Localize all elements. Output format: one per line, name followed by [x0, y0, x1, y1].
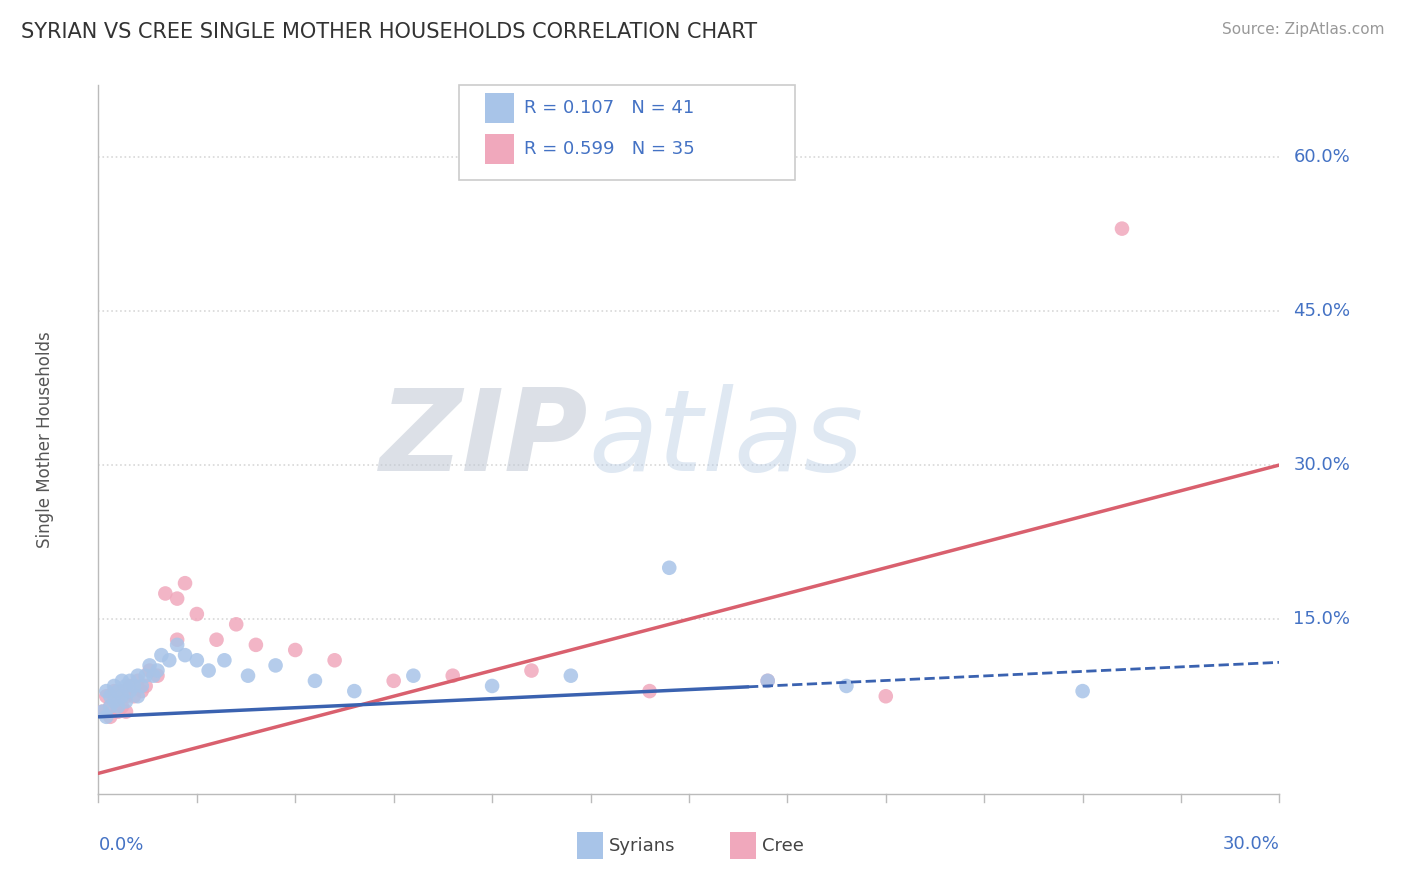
Point	[107, 694, 129, 708]
Point	[304, 673, 326, 688]
Point	[98, 699, 121, 714]
Point	[155, 586, 177, 600]
Point	[560, 669, 582, 683]
Point	[756, 673, 779, 688]
FancyBboxPatch shape	[458, 85, 796, 180]
Point	[441, 669, 464, 683]
Point	[135, 669, 157, 683]
Text: Single Mother Households: Single Mother Households	[37, 331, 55, 548]
Point	[107, 684, 129, 698]
Point	[103, 694, 125, 708]
Point	[1071, 684, 1094, 698]
Point	[115, 705, 138, 719]
Point	[875, 690, 897, 704]
Point	[91, 705, 114, 719]
Point	[118, 673, 141, 688]
Point	[382, 673, 405, 688]
FancyBboxPatch shape	[730, 832, 756, 859]
Point	[166, 591, 188, 606]
Point	[138, 658, 160, 673]
Point	[150, 648, 173, 662]
Point	[131, 679, 153, 693]
Point	[835, 679, 858, 693]
Point	[658, 561, 681, 575]
Point	[756, 673, 779, 688]
Text: SYRIAN VS CREE SINGLE MOTHER HOUSEHOLDS CORRELATION CHART: SYRIAN VS CREE SINGLE MOTHER HOUSEHOLDS …	[21, 22, 758, 42]
Text: 60.0%: 60.0%	[1294, 148, 1350, 166]
Point	[107, 705, 129, 719]
Point	[146, 669, 169, 683]
Point	[343, 684, 366, 698]
Point	[402, 669, 425, 683]
Point	[225, 617, 247, 632]
Point	[131, 684, 153, 698]
Text: 30.0%: 30.0%	[1294, 456, 1350, 474]
Point	[197, 664, 219, 678]
Point	[236, 669, 259, 683]
Point	[98, 690, 121, 704]
Point	[166, 638, 188, 652]
Point	[186, 653, 208, 667]
Text: ZIP: ZIP	[380, 384, 589, 495]
Text: 0.0%: 0.0%	[98, 837, 143, 855]
Point	[205, 632, 228, 647]
Point	[323, 653, 346, 667]
Text: 15.0%: 15.0%	[1294, 610, 1350, 628]
Point	[103, 684, 125, 698]
Point	[122, 679, 145, 693]
Text: 45.0%: 45.0%	[1294, 301, 1351, 320]
Point	[118, 679, 141, 693]
Point	[127, 690, 149, 704]
Point	[107, 699, 129, 714]
Point	[186, 607, 208, 621]
Point	[520, 664, 543, 678]
Point	[111, 684, 134, 698]
Point	[146, 664, 169, 678]
Text: atlas: atlas	[589, 384, 863, 495]
Point	[127, 669, 149, 683]
Point	[245, 638, 267, 652]
Point	[115, 694, 138, 708]
Text: Syrians: Syrians	[609, 837, 675, 855]
Point	[174, 648, 197, 662]
Point	[157, 653, 180, 667]
Point	[284, 643, 307, 657]
Point	[481, 679, 503, 693]
FancyBboxPatch shape	[485, 93, 515, 123]
Point	[264, 658, 287, 673]
Point	[111, 690, 134, 704]
Point	[111, 673, 134, 688]
Point	[638, 684, 661, 698]
Point	[142, 669, 165, 683]
Point	[135, 679, 157, 693]
Text: Source: ZipAtlas.com: Source: ZipAtlas.com	[1222, 22, 1385, 37]
Point	[98, 699, 121, 714]
Point	[115, 690, 138, 704]
Text: R = 0.107   N = 41: R = 0.107 N = 41	[523, 99, 693, 117]
Point	[111, 699, 134, 714]
Text: 30.0%: 30.0%	[1223, 835, 1279, 853]
Point	[115, 679, 138, 693]
Point	[103, 679, 125, 693]
Point	[122, 690, 145, 704]
Point	[91, 705, 114, 719]
FancyBboxPatch shape	[576, 832, 603, 859]
Point	[96, 710, 118, 724]
Point	[118, 684, 141, 698]
Text: R = 0.599   N = 35: R = 0.599 N = 35	[523, 140, 695, 158]
Point	[96, 690, 118, 704]
Text: Cree: Cree	[762, 837, 804, 855]
Point	[127, 673, 149, 688]
Point	[166, 632, 188, 647]
Point	[214, 653, 236, 667]
Point	[138, 664, 160, 678]
Point	[1111, 221, 1133, 235]
Point	[96, 684, 118, 698]
Point	[174, 576, 197, 591]
Point	[98, 710, 121, 724]
FancyBboxPatch shape	[485, 134, 515, 163]
